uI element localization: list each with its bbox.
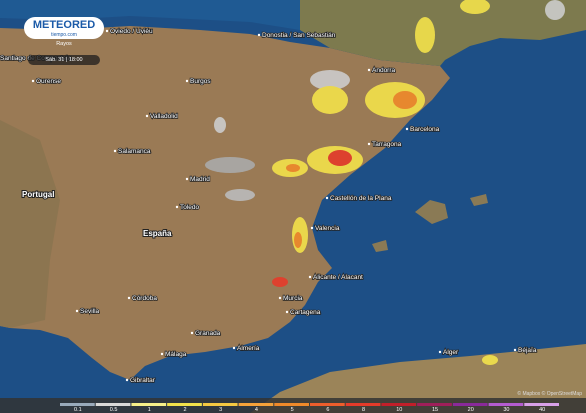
place-label: Béjaïa [518, 347, 537, 354]
place-dot [185, 177, 189, 181]
place-label: Alger [443, 349, 459, 356]
legend-swatch [452, 403, 488, 406]
place-label: Córdoba [132, 295, 157, 302]
place-dot [257, 33, 261, 37]
legend-swatch [131, 403, 167, 406]
north-africa [250, 344, 586, 413]
legend-label: 5 [291, 407, 294, 413]
place-label: Granada [195, 330, 221, 337]
place-label: Madrid [190, 176, 210, 183]
portugal-land [0, 120, 60, 328]
time[interactable]: Sáb. 31 | 18:00 [28, 55, 100, 65]
place-label: Andorra [372, 67, 396, 74]
legend-label: 3 [219, 407, 222, 413]
place-dot [105, 29, 109, 33]
place-label: Barcelona [410, 126, 440, 133]
legend-label: 0.1 [74, 407, 82, 413]
legend-label: 6 [326, 407, 329, 413]
place-dot [160, 352, 164, 356]
place-label: Murcia [283, 295, 303, 302]
place-dot [145, 114, 149, 118]
legend-swatch [238, 403, 274, 406]
place-dot [513, 348, 517, 352]
place-label: Tarragona [372, 141, 402, 148]
place-dot [308, 275, 312, 279]
place-dot [367, 68, 371, 72]
france [300, 0, 586, 66]
mallorca [415, 200, 448, 224]
place-label: Ourense [36, 78, 61, 85]
place-label: Málaga [165, 351, 187, 358]
place-label: Burgos [190, 78, 211, 85]
lightning-cells [205, 0, 565, 365]
place-dot [31, 79, 35, 83]
legend-swatch [345, 403, 381, 406]
place-label: Valladolid [150, 113, 178, 120]
legend-label: 10 [396, 407, 402, 413]
legend-swatch [95, 403, 131, 406]
legend-swatch [202, 403, 238, 406]
place-label: Sevilla [80, 308, 100, 315]
place-label: Toledo [180, 204, 200, 211]
legend-swatch [60, 403, 95, 406]
logo-badge[interactable]: METEORED tiempo.com [24, 17, 104, 39]
place-dot [438, 350, 442, 354]
menorca [470, 194, 488, 206]
logo-sub: tiempo.com [51, 32, 77, 38]
place-dot [405, 127, 409, 131]
legend-swatch [310, 403, 345, 406]
place-dot [190, 331, 194, 335]
place-label: Cartagena [290, 309, 321, 316]
legend-label: 2 [183, 407, 186, 413]
country-label: España [143, 229, 172, 238]
legend-swatch [524, 403, 559, 406]
country-label: Portugal [22, 190, 54, 199]
legend-swatch [417, 403, 452, 406]
bay-of-biscay [0, 0, 300, 30]
legend-label: 4 [255, 407, 258, 413]
place-dot [232, 346, 236, 350]
logo: METEORED [32, 19, 96, 31]
layer-name: Rayos [56, 41, 72, 47]
place-label: Gibraltar [130, 377, 156, 384]
legend-label: 40 [539, 407, 545, 413]
place-label: Oviedo / Uviéu [110, 28, 153, 35]
legend-label: 30 [503, 407, 509, 413]
legend-swatch [381, 403, 417, 406]
legend-label: 1 [148, 407, 151, 413]
place-label: Valencia [315, 225, 340, 232]
place-label: Alicante / Alacant [313, 274, 363, 281]
legend-label: 15 [432, 407, 438, 413]
place-dot [185, 79, 189, 83]
ibiza [372, 240, 388, 252]
place-dot [310, 226, 314, 230]
legend-label: 8 [362, 407, 365, 413]
legend-swatch [167, 403, 202, 406]
place-dot [278, 296, 282, 300]
place-label: Castellón de la Plana [330, 195, 392, 202]
legend-swatch [488, 403, 524, 406]
place-dot [75, 309, 79, 313]
legend-swatch [274, 403, 309, 406]
place-dot [325, 196, 329, 200]
place-dot [125, 378, 129, 382]
legend-label: 20 [468, 407, 474, 413]
place-dot [113, 149, 117, 153]
place-label: Almería [237, 345, 260, 352]
place-dot [367, 142, 371, 146]
place-label: Salamanca [118, 148, 151, 155]
legend-label: 0.5 [110, 407, 118, 413]
place-dot [175, 205, 179, 209]
attribution: © Mapbox © OpenStreetMap [517, 390, 582, 397]
place-label: Donostia / San Sebastián [262, 32, 336, 39]
iberia [0, 26, 450, 380]
place-dot [127, 296, 131, 300]
place-dot [285, 310, 289, 314]
